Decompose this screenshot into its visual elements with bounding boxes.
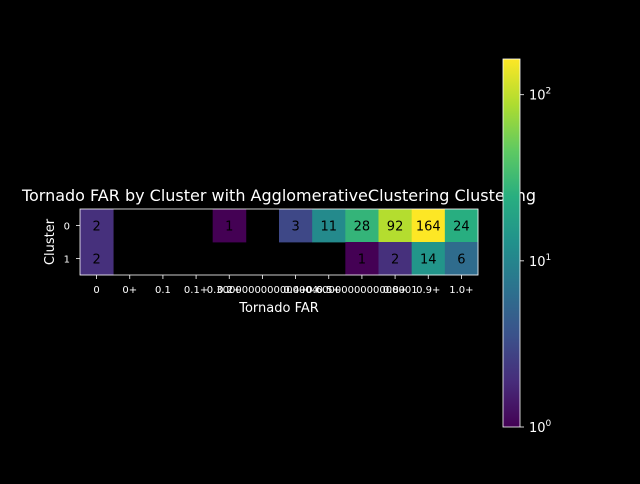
cell-value-label: 2 <box>391 253 399 268</box>
x-tick-label: 0.2+ <box>217 285 241 296</box>
cell-value-label: 6 <box>457 253 465 268</box>
x-tick-label: 0.8+ <box>383 285 407 296</box>
heatmap-cell <box>378 242 413 276</box>
heatmap-cell <box>345 242 379 276</box>
x-tick-label: 0.3000000000000004 <box>207 285 318 296</box>
colorbar-tick-label: 101 <box>529 253 551 270</box>
x-tick-label: 1.0+ <box>449 285 473 296</box>
x-tick-label: 0.1 <box>155 285 171 296</box>
heatmap-cell <box>80 209 114 243</box>
cell-annotations: 2 1 3 11 28 92 164 24 2 1 2 14 6 <box>92 220 469 268</box>
cell-value-label: 1 <box>358 253 366 268</box>
heatmap-cell <box>345 209 379 243</box>
cell-value-label: 1 <box>225 220 233 235</box>
colorbar <box>502 58 521 428</box>
heatmap-cell <box>378 209 413 243</box>
heatmap-cell <box>80 242 114 276</box>
heatmap-cells <box>80 209 479 276</box>
heatmap-cell <box>411 242 446 276</box>
colorbar-tick-label: 102 <box>529 87 551 104</box>
y-tick-label: 1 <box>64 255 70 266</box>
cell-value-label: 164 <box>416 220 441 235</box>
heatmap-frame <box>79 208 479 276</box>
x-tick-label: 0.4+ <box>283 285 307 296</box>
x-tick-label: 0 <box>93 285 99 296</box>
cell-value-label: 14 <box>420 253 437 268</box>
x-tick-label: 0+ <box>122 285 137 296</box>
chart-title: Tornado FAR by Cluster with Agglomerativ… <box>21 186 536 205</box>
x-tick-label: 0.9+ <box>416 285 440 296</box>
cell-value-label: 2 <box>92 253 100 268</box>
x-tick-label: 0.6000000000000001 <box>306 285 417 296</box>
heatmap-cell <box>444 209 479 243</box>
colorbar-tick-label: 100 <box>529 419 552 436</box>
cell-value-label: 3 <box>291 220 299 235</box>
heatmap-cell <box>312 209 346 243</box>
cell-value-label: 92 <box>387 220 404 235</box>
colorbar-ticks: 100 101 102 <box>520 87 552 436</box>
x-tick-label: 0.1+ <box>184 285 208 296</box>
cell-value-label: 28 <box>354 220 371 235</box>
heatmap-cell <box>411 209 446 243</box>
cell-value-label: 2 <box>92 220 100 235</box>
cell-value-label: 24 <box>453 220 470 235</box>
y-axis-label: Cluster <box>43 218 58 265</box>
cell-value-label: 11 <box>320 220 337 235</box>
x-axis-label: Tornado FAR <box>238 301 319 316</box>
heatmap-cell <box>444 242 479 276</box>
heatmap-cell <box>279 209 313 243</box>
y-axis-ticks: 01 <box>64 222 80 266</box>
x-tick-label: 0.5+ <box>317 285 341 296</box>
heatmap-cell <box>212 209 247 243</box>
y-tick-label: 0 <box>64 222 70 233</box>
